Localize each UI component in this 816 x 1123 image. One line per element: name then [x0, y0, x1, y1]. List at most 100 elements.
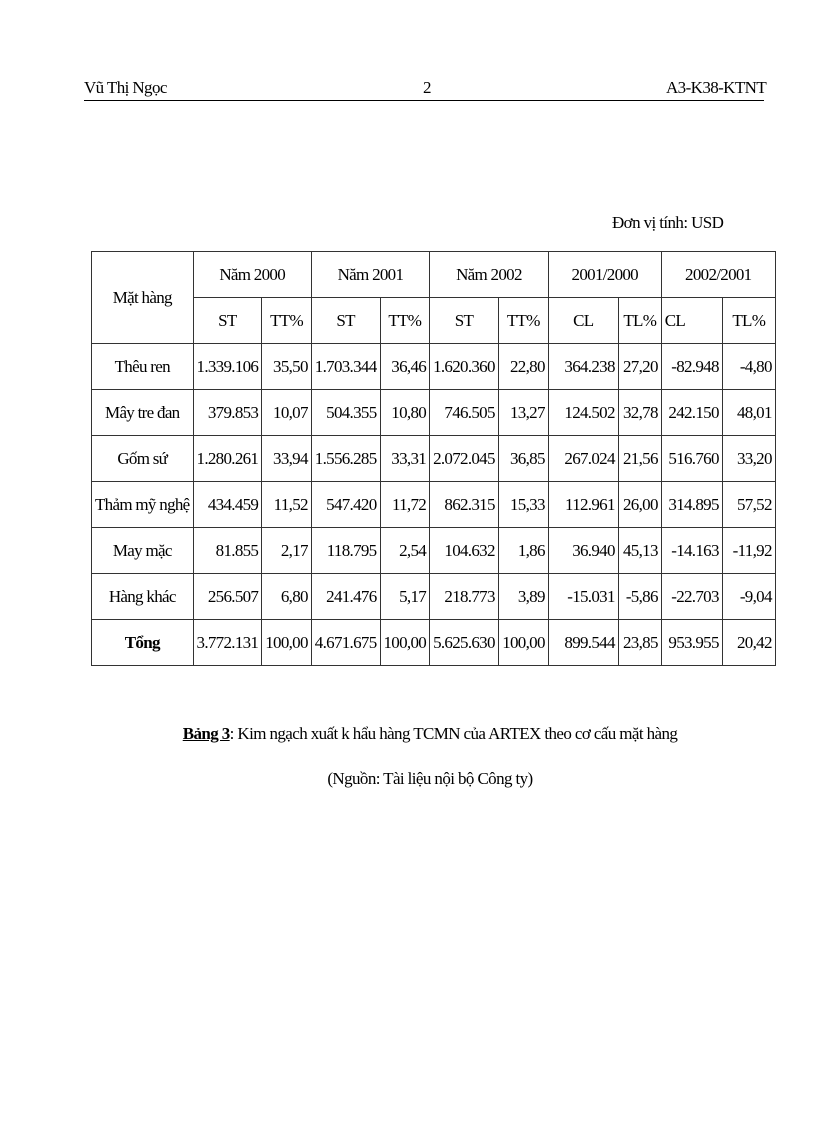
header-divider [84, 100, 764, 101]
row-item: May mặc [91, 527, 194, 574]
table-cell: 100,00 [379, 619, 431, 666]
table-cell: -5,86 [617, 573, 662, 620]
table-source: (Nguồn: Tài liệu nội bộ Công ty) [327, 769, 533, 788]
sub-header: TL% [721, 297, 776, 344]
table-cell: 364.238 [547, 343, 619, 390]
table-cell: 899.544 [547, 619, 619, 666]
table-cell: 112.961 [547, 481, 619, 528]
table-cell: 1.703.344 [310, 343, 381, 390]
table-cell: 953.955 [660, 619, 723, 666]
table-row: Tổng 3.772.131 100,00 4.671.675 100,00 5.625.… [91, 619, 776, 666]
table-cell: 11,52 [261, 481, 312, 528]
table-cell: 100,00 [497, 619, 549, 666]
row-item: Mây tre đan [91, 389, 194, 436]
sub-header: ST [429, 297, 499, 344]
export-table: Mặt hàng Năm 2000 Năm 2001 Năm 2002 2001… [91, 251, 776, 666]
table-cell: 504.355 [310, 389, 381, 436]
table-cell: 26,00 [617, 481, 662, 528]
table-cell: 242.150 [660, 389, 723, 436]
table-row: Thảm mỹ nghệ 434.459 11,52 547.420 11,72 862.… [91, 481, 776, 528]
table-cell: 33,20 [721, 435, 776, 482]
table-row: Hàng khác 256.507 6,80 241.476 5,17 218.773 3,… [91, 573, 776, 620]
table-cell: 32,78 [617, 389, 662, 436]
row-item: Tổng [91, 619, 194, 666]
caption-text: : Kim ngạch xuất k hẩu hàng TCMN của ART… [229, 724, 678, 743]
table-cell: 862.315 [429, 481, 499, 528]
table-cell: 10,07 [261, 389, 312, 436]
table-cell: 2,17 [261, 527, 312, 574]
group-header: 2002/2001 [660, 251, 776, 298]
table-row: Thêu ren 1.339.106 35,50 1.703.344 36,46 1.62… [91, 343, 776, 390]
header-page-number: 2 [423, 78, 431, 97]
table-cell: 15,33 [497, 481, 549, 528]
row-item: Hàng khác [91, 573, 194, 620]
table-cell: 2.072.045 [429, 435, 499, 482]
table-cell: -9,04 [721, 573, 776, 620]
caption-label: Bảng 3 [182, 724, 231, 743]
table-cell: 36,85 [497, 435, 549, 482]
row-item: Gốm sứ [91, 435, 194, 482]
unit-label: Đơn vị tính: USD [612, 213, 724, 232]
table-cell: 48,01 [721, 389, 776, 436]
table-cell: -82.948 [660, 343, 723, 390]
table-cell: 10,80 [379, 389, 431, 436]
row-item: Thêu ren [91, 343, 194, 390]
table-cell: 256.507 [192, 573, 263, 620]
sub-header: ST [192, 297, 263, 344]
header-code: A3-K38-KTNT [666, 78, 767, 97]
table-caption: Bảng 3: Kim ngạch xuất k hẩu hàng TCMN c… [0, 724, 816, 744]
table-cell: 1,86 [497, 527, 549, 574]
table-cell: 3.772.131 [192, 619, 263, 666]
table-cell: -4,80 [721, 343, 776, 390]
sub-header: CL [547, 297, 619, 344]
table-cell: 3,89 [497, 573, 549, 620]
table-cell: 124.502 [547, 389, 619, 436]
table-cell: 547.420 [310, 481, 381, 528]
table-row: May mặc 81.855 2,17 118.795 2,54 104.632 1,86 3… [91, 527, 776, 574]
sub-header: CL [660, 297, 723, 344]
table-cell: 35,50 [261, 343, 312, 390]
table-cell: 267.024 [547, 435, 619, 482]
sub-header: TL% [617, 297, 662, 344]
table-cell: 218.773 [429, 573, 499, 620]
item-header: Mặt hàng [91, 251, 194, 344]
table-cell: 118.795 [310, 527, 381, 574]
table-cell: -14.163 [660, 527, 723, 574]
table-cell: 241.476 [310, 573, 381, 620]
table-cell: 4.671.675 [310, 619, 381, 666]
table-cell: 516.760 [660, 435, 723, 482]
table-cell: -15.031 [547, 573, 619, 620]
table-cell: 746.505 [429, 389, 499, 436]
group-header: Năm 2001 [310, 251, 431, 298]
group-header-row: Mặt hàng Năm 2000 Năm 2001 Năm 2002 2001… [91, 251, 776, 344]
table-cell: 36,46 [379, 343, 431, 390]
sub-header: TT% [379, 297, 431, 344]
table-cell: 21,56 [617, 435, 662, 482]
table-row: Mây tre đan 379.853 10,07 504.355 10,80 746.5… [91, 389, 776, 436]
sub-header: ST [310, 297, 381, 344]
table-row: Gốm sứ 1.280.261 33,94 1.556.285 33,31 2.072.… [91, 435, 776, 482]
table-cell: 11,72 [379, 481, 431, 528]
table-cell: 57,52 [721, 481, 776, 528]
table-cell: 5.625.630 [429, 619, 499, 666]
table-cell: 23,85 [617, 619, 662, 666]
table-cell: 22,80 [497, 343, 549, 390]
group-header: Năm 2002 [429, 251, 549, 298]
row-item: Thảm mỹ nghệ [91, 481, 194, 528]
table-cell: 2,54 [379, 527, 431, 574]
sub-header: TT% [261, 297, 312, 344]
header-author: Vũ Thị Ngọc [84, 78, 167, 97]
table-cell: 1.620.360 [429, 343, 499, 390]
table-cell: 104.632 [429, 527, 499, 574]
table-cell: 1.339.106 [192, 343, 263, 390]
table-cell: 1.556.285 [310, 435, 381, 482]
table-cell: 6,80 [261, 573, 312, 620]
table-cell: 20,42 [721, 619, 776, 666]
table-cell: 36.940 [547, 527, 619, 574]
table-cell: 379.853 [192, 389, 263, 436]
group-header: 2001/2000 [547, 251, 662, 298]
table-cell: 45,13 [617, 527, 662, 574]
table-cell: 13,27 [497, 389, 549, 436]
table-cell: 434.459 [192, 481, 263, 528]
table-cell: 33,31 [379, 435, 431, 482]
